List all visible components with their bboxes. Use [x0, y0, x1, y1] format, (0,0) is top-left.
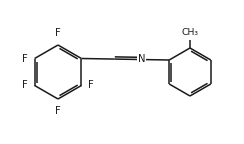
Text: F: F: [55, 28, 61, 38]
Text: F: F: [22, 54, 28, 64]
Text: F: F: [55, 106, 61, 116]
Text: CH₃: CH₃: [182, 28, 199, 37]
Text: F: F: [88, 80, 94, 90]
Text: N: N: [138, 54, 145, 64]
Text: F: F: [22, 80, 28, 90]
